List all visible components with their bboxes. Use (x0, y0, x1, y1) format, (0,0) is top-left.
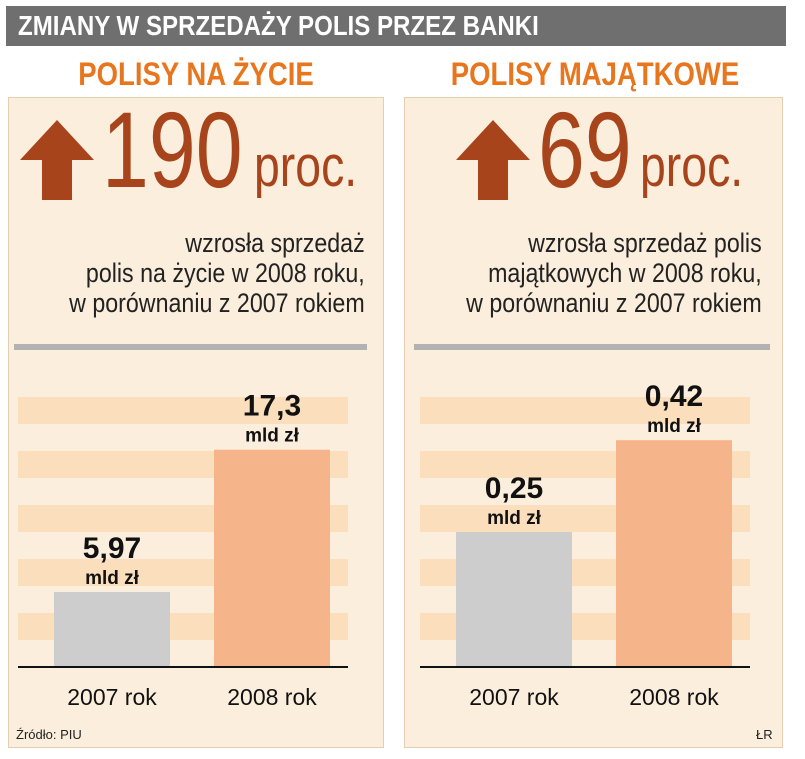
description-line: wzrosła sprzedaż (185, 228, 365, 258)
description-property: wzrosła sprzedaż polis majątkowych w 200… (466, 228, 762, 318)
grid-band (18, 397, 348, 424)
description-line: polis na życie w 2008 roku, (86, 258, 365, 288)
unit-label: mld zł (245, 426, 300, 447)
bar-chart-life: 5,97 mld zł 2007 rok 17,3 mld zł 2008 rok (18, 390, 348, 710)
title-bar: ZMIANY W SPRZEDAŻY POLIS PRZEZ BANKI (6, 6, 786, 46)
arrow-up-icon (20, 120, 94, 200)
description-line: majątkowych w 2008 roku, (488, 258, 762, 288)
big-number-property: 69 (538, 89, 632, 210)
bar-2008-rok (214, 449, 330, 667)
big-unit-property: proc. (640, 134, 744, 199)
x-tick-label: 2007 rok (469, 684, 559, 710)
big-stat-property: 69 proc. (456, 96, 786, 218)
panel-title-life: POLISY NA ŻYCIE (78, 56, 314, 92)
data-label: 0,42 (645, 380, 703, 413)
description-line: wzrosła sprzedaż polis (528, 228, 762, 258)
description-line: w porównaniu z 2007 rokiem (69, 288, 365, 318)
author-initials: ŁR (756, 727, 773, 742)
separator-property (414, 344, 770, 350)
x-tick-label: 2008 rok (629, 684, 719, 710)
description-line: w porównaniu z 2007 rokiem (466, 288, 762, 318)
bar-2007-rok (54, 592, 170, 667)
x-tick-label: 2008 rok (227, 684, 317, 710)
page-title: ZMIANY W SPRZEDAŻY POLIS PRZEZ BANKI (18, 10, 539, 41)
separator-life (14, 344, 367, 350)
source-note: Źródło: PIU (16, 727, 82, 742)
unit-label: mld zł (85, 568, 140, 589)
bar-2008-rok (616, 440, 732, 667)
unit-label: mld zł (647, 416, 702, 437)
x-tick-label: 2007 rok (67, 684, 157, 710)
data-label: 17,3 (243, 390, 301, 423)
bar-2007-rok (456, 532, 572, 667)
description-life: wzrosła sprzedaż polis na życie w 2008 r… (69, 228, 365, 318)
data-label: 0,25 (485, 472, 543, 505)
panel-title-property: POLISY MAJĄTKOWE (450, 56, 740, 92)
big-number-life: 190 (102, 89, 243, 210)
unit-label: mld zł (487, 508, 542, 529)
grid-band (420, 397, 750, 424)
big-stat-life: 190 proc. (20, 96, 380, 218)
big-unit-life: proc. (254, 134, 358, 199)
bar-chart-property: 0,25 mld zł 2007 rok 0,42 mld zł 2008 rok (420, 380, 750, 710)
arrow-up-icon (456, 120, 530, 200)
data-label: 5,97 (83, 532, 141, 565)
